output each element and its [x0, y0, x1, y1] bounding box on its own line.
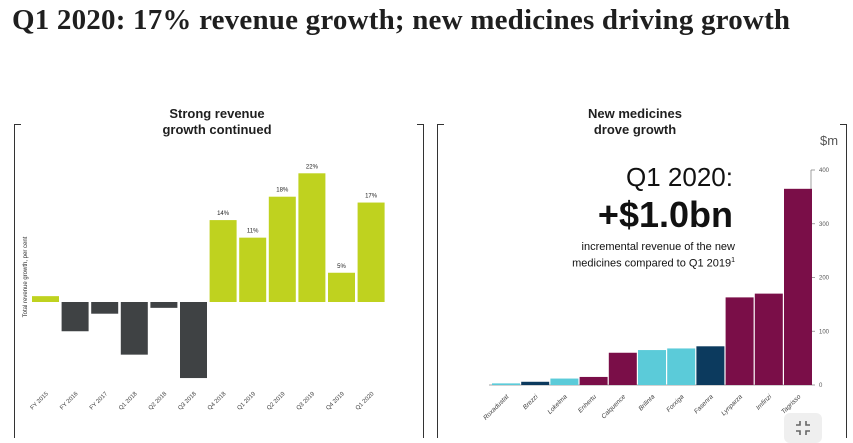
callout-heading: Q1 2020: — [626, 162, 733, 192]
right-chart-title-line1: New medicines — [588, 106, 682, 121]
bar-enhertu — [579, 376, 608, 385]
x-tick-label: Q4 2018 — [207, 391, 228, 412]
bar-lynparza — [725, 297, 754, 385]
x-tick-label: FY 2015 — [30, 391, 51, 412]
x-tick-label: FY 2017 — [89, 391, 110, 412]
x-tick-label: FY 2016 — [59, 391, 80, 412]
bar-q1-2019 — [239, 237, 267, 302]
x-tick-label: Q1 2019 — [237, 391, 258, 412]
x-tick-label: Brezzi — [522, 393, 540, 411]
x-tick-label: Q2 2018 — [148, 391, 169, 412]
unit-label: $m — [820, 133, 838, 148]
bar-q1-2018 — [120, 302, 148, 355]
y-tick-label: 300 — [819, 222, 830, 228]
bar-q3-2018 — [180, 302, 207, 379]
left-chart-title-line2: growth continued — [162, 122, 272, 137]
bar-lokelma — [550, 378, 579, 385]
bar-q1-2020 — [357, 202, 385, 302]
bar-roxadustat — [492, 383, 520, 385]
x-tick-label: Lynparza — [720, 393, 744, 417]
x-tick-label: Q1 2018 — [118, 391, 139, 412]
bar-brilinta — [638, 350, 666, 385]
data-label: 17% — [365, 194, 378, 200]
left-chart-title-line1: Strong revenue — [169, 106, 265, 121]
x-tick-label: Q4 2019 — [325, 391, 346, 412]
new-medicines-chart: $m 0 100 200 300 400 Roxadustat Brezzi Lokelma… — [482, 133, 838, 422]
fullscreen-button[interactable] — [784, 413, 822, 443]
bar-q4-2019 — [328, 272, 355, 302]
bar-q4-2018 — [209, 220, 237, 302]
x-tick-label: Enhertu — [577, 393, 598, 414]
y-axis-label: Total revenue growth, per cent — [23, 236, 29, 317]
x-tick-label: Roxadustat — [482, 393, 511, 422]
bar-forxiga — [667, 348, 696, 385]
y-tick-label: 200 — [819, 276, 830, 282]
x-tick-label: Q3 2019 — [296, 391, 317, 412]
data-label: 22% — [306, 164, 319, 170]
callout-value: +$1.0bn — [597, 194, 733, 235]
x-tick-label: Calquence — [600, 393, 627, 420]
x-tick-label: Forxiga — [665, 393, 686, 414]
page-title: Q1 2020: 17% revenue growth; new medicin… — [12, 4, 791, 36]
x-tick-label: Imfinzi — [755, 393, 774, 412]
bar-tagrisso — [784, 188, 812, 385]
collapse-icon — [796, 421, 810, 435]
bar-fy-2016 — [61, 302, 89, 332]
bar-fy-2015 — [32, 296, 59, 302]
data-label: 18% — [276, 188, 289, 194]
data-label: 11% — [247, 229, 259, 235]
x-tick-label: Lokelma — [546, 393, 569, 416]
bar-q2-2019 — [268, 196, 296, 302]
bar-q2-2018 — [150, 302, 178, 308]
x-tick-label: Q3 2018 — [177, 391, 198, 412]
y-tick-label: 100 — [819, 329, 830, 335]
revenue-growth-chart: Total revenue growth, per cent 14% 11% 18%… — [23, 164, 385, 412]
bar-calquence — [608, 352, 637, 385]
right-chart-title: New medicines drove growth — [570, 106, 700, 138]
bar-q3-2019 — [298, 173, 326, 302]
x-tick-label: Brilinta — [637, 393, 656, 412]
data-label: 5% — [337, 264, 346, 270]
bar-brezzi — [521, 381, 550, 385]
callout-description: incremental revenue of the new medicines… — [535, 240, 735, 271]
bar-fasenra — [696, 346, 725, 385]
left-chart-panel — [14, 123, 424, 438]
callout-text-line1: incremental revenue of the new — [581, 241, 735, 253]
bar-fy-2017 — [91, 302, 119, 314]
callout-footnote: 1 — [731, 257, 735, 264]
x-tick-label: Q1 2020 — [355, 391, 376, 412]
y-tick-label: 400 — [819, 168, 830, 174]
y-tick-label: 0 — [819, 383, 823, 389]
right-chart-panel — [437, 123, 847, 438]
left-chart-title: Strong revenue growth continued — [157, 106, 277, 138]
right-chart-title-line2: drove growth — [593, 122, 677, 137]
callout-text-line2: medicines compared to Q1 2019 — [572, 257, 732, 270]
bar-imfinzi — [754, 293, 783, 385]
x-tick-label: Fasenra — [693, 393, 715, 415]
data-label: 14% — [217, 211, 230, 217]
x-tick-label: Q2 2019 — [266, 391, 287, 412]
